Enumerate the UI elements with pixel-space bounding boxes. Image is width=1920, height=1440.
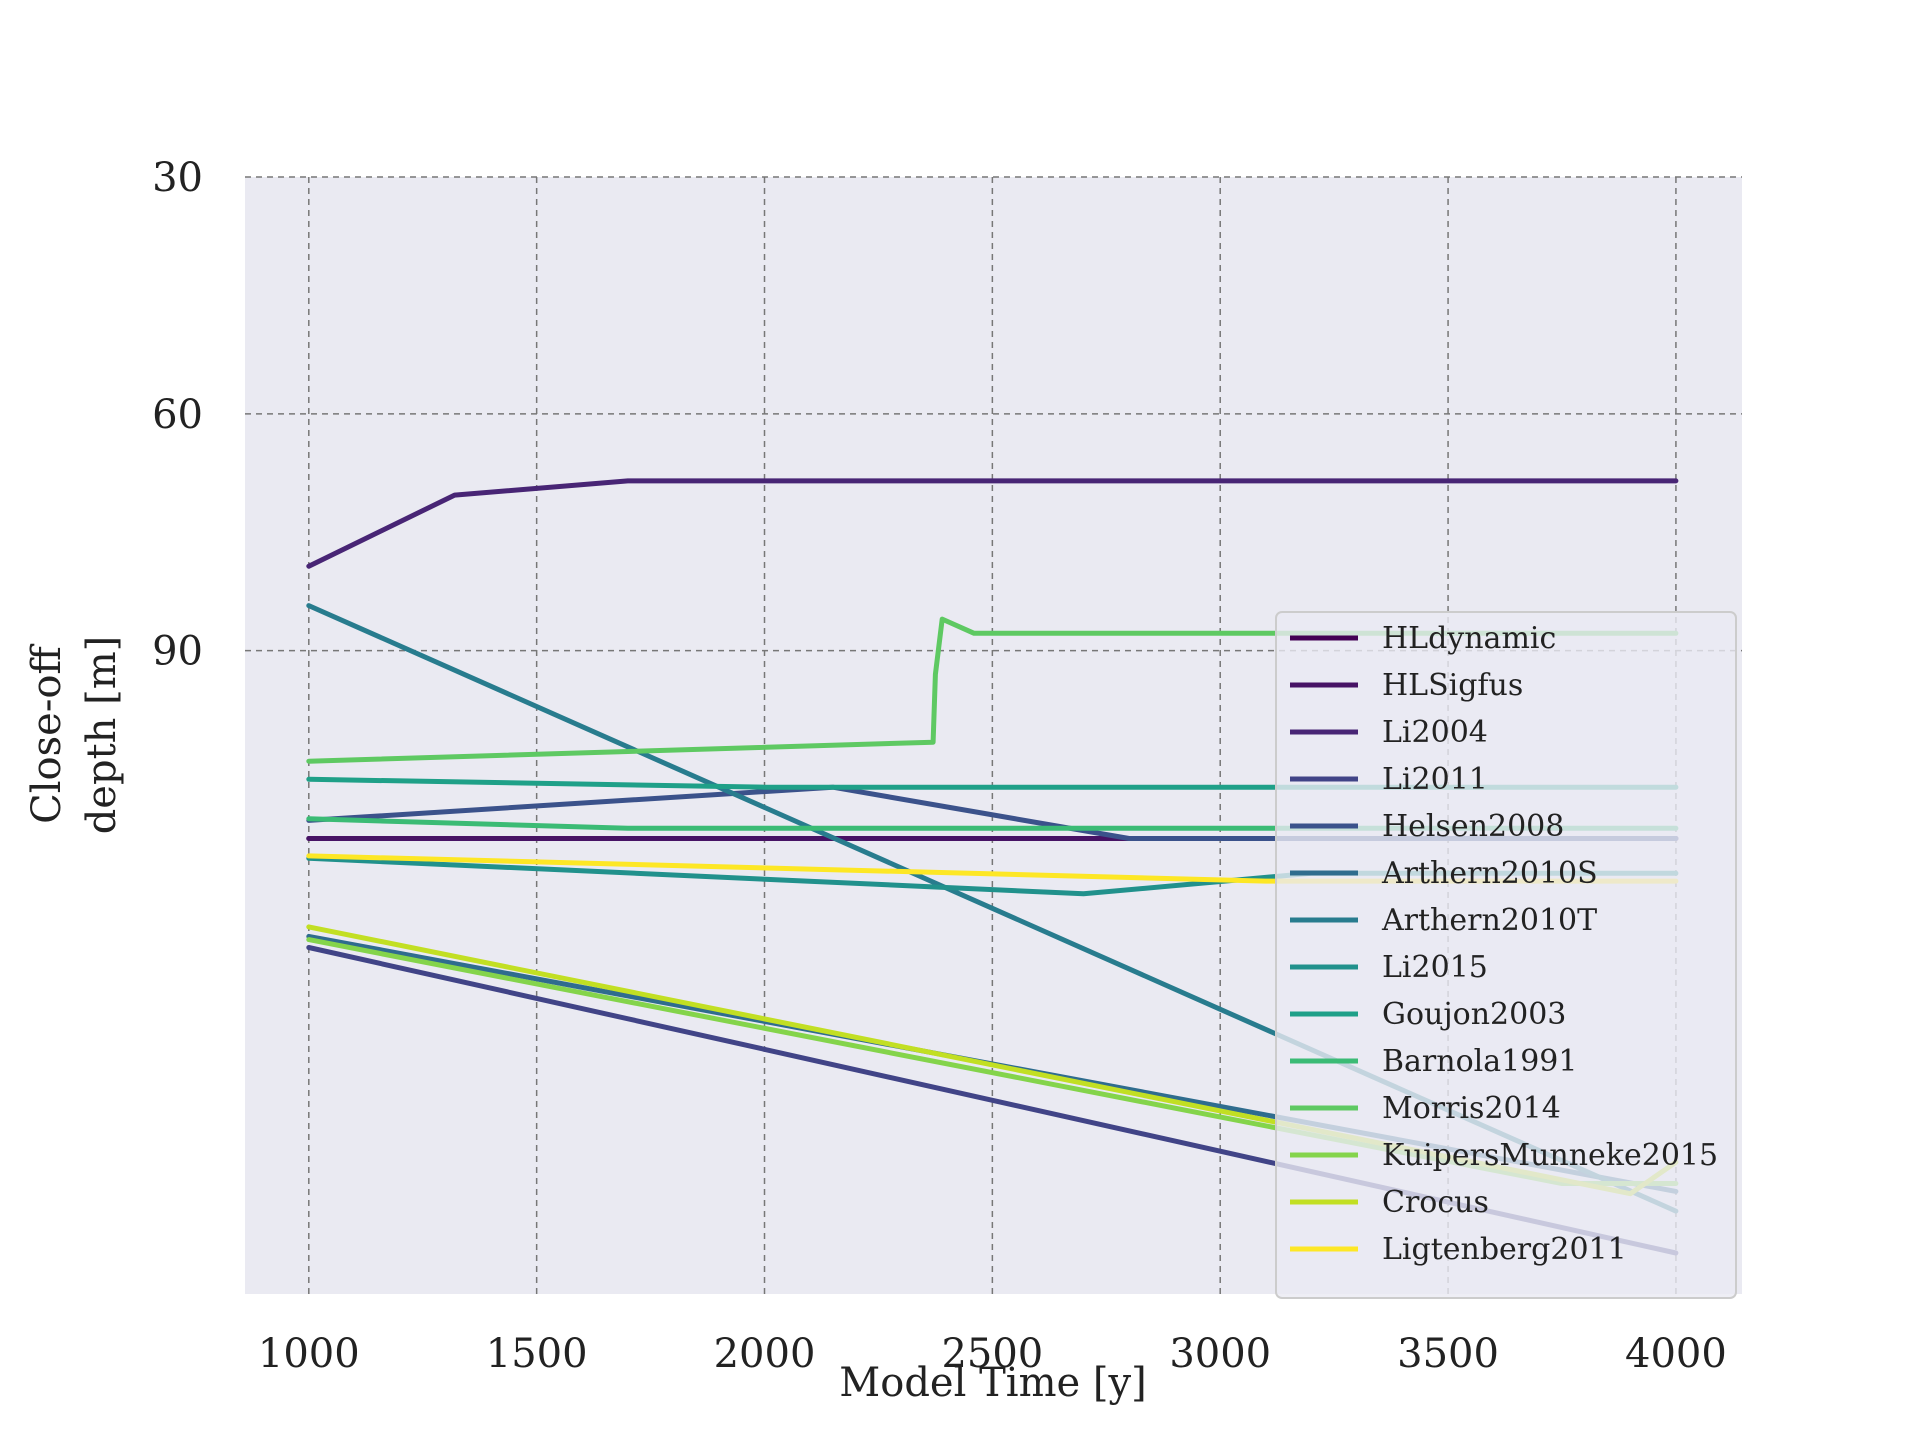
x-tick-label: 2500: [941, 1331, 1043, 1377]
x-tick-label: 3000: [1169, 1331, 1271, 1377]
legend-label: Li2004: [1382, 715, 1488, 750]
x-tick-label: 1500: [486, 1331, 588, 1377]
legend-frame: [1275, 611, 1737, 1299]
legend-label: Helsen2008: [1382, 809, 1564, 844]
legend: HLdynamic HLSigfus Li2004 Li2011 Helsen2008 A…: [1275, 611, 1737, 1299]
legend-label: Li2011: [1382, 762, 1488, 797]
y-axis-label-line-1: Close-off: [24, 644, 70, 824]
x-axis-label: Model Time [y]: [839, 1360, 1146, 1406]
x-tick-labels: 1000 1500 2000 2500 3000 3500 4000: [258, 1331, 1727, 1377]
x-tick-label: 2000: [714, 1331, 816, 1377]
legend-label: Morris2014: [1382, 1091, 1561, 1126]
legend-label: HLSigfus: [1382, 668, 1523, 703]
series-line-morris2014: [306, 616, 1679, 764]
legend-label: KuipersMunneke2015: [1382, 1138, 1718, 1173]
legend-label: Goujon2003: [1382, 997, 1566, 1032]
x-tick-label: 3500: [1397, 1331, 1499, 1377]
y-tick-label: 90: [152, 629, 203, 675]
y-tick-label: 60: [152, 392, 203, 438]
legend-label: Arthern2010S: [1381, 856, 1598, 891]
legend-label: Barnola1991: [1382, 1044, 1577, 1079]
legend-label: Crocus: [1382, 1185, 1489, 1220]
y-tick-label: 30: [152, 155, 203, 201]
legend-label: Ligtenberg2011: [1382, 1232, 1627, 1267]
y-tick-labels: 30 60 90: [152, 155, 203, 675]
legend-label: HLdynamic: [1382, 621, 1556, 656]
series-line-li2004: [306, 478, 1679, 569]
y-axis-label-line-2: depth [m]: [79, 636, 125, 835]
x-tick-label: 1000: [258, 1331, 360, 1377]
x-tick-label: 4000: [1625, 1331, 1727, 1377]
legend-label: Arthern2010T: [1381, 903, 1597, 938]
legend-label: Li2015: [1382, 950, 1488, 985]
